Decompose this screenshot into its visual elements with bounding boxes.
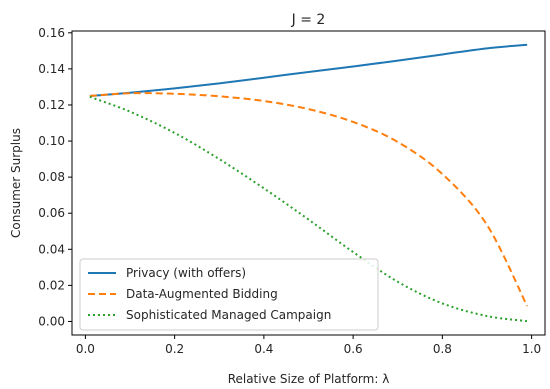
- chart-title: J = 2: [291, 12, 326, 28]
- legend-label: Sophisticated Managed Campaign: [126, 308, 331, 322]
- y-tick-label: 0.14: [38, 62, 65, 76]
- y-axis-label: Consumer Surplus: [9, 128, 23, 238]
- plot-area-frame: [71, 30, 546, 336]
- x-tick-label: 0.6: [344, 342, 363, 356]
- series-line: [89, 43, 528, 97]
- x-tick-label: 1.0: [522, 342, 541, 356]
- series-line: [89, 95, 528, 323]
- x-axis-ticks: 0.0 0.2 0.4 0.6 0.8 1.0: [76, 335, 541, 356]
- y-tick-label: 0.12: [38, 98, 65, 112]
- x-axis-label: Relative Size of Platform: λ: [228, 372, 390, 386]
- legend-label: Privacy (with offers): [126, 266, 246, 280]
- y-tick-label: 0.00: [38, 314, 65, 328]
- legend: Privacy (with offers) Data-Augmented Bidd…: [79, 258, 379, 331]
- series-layer: [89, 43, 529, 323]
- y-tick-label: 0.10: [38, 134, 65, 148]
- legend-label: Data-Augmented Bidding: [126, 287, 278, 301]
- x-tick-label: 0.4: [254, 342, 273, 356]
- x-tick-label: 0.0: [76, 342, 95, 356]
- y-axis-ticks: 0.00 0.02 0.04 0.06 0.08 0.10 0.12 0.14 0.16: [38, 26, 72, 328]
- y-tick-label: 0.16: [38, 26, 65, 40]
- series-line: [89, 92, 529, 307]
- y-tick-label: 0.04: [38, 242, 65, 256]
- legend-box: [79, 258, 379, 331]
- x-tick-label: 0.2: [165, 342, 184, 356]
- y-tick-label: 0.08: [38, 170, 65, 184]
- y-tick-label: 0.06: [38, 206, 65, 220]
- y-tick-label: 0.02: [38, 278, 65, 292]
- x-tick-label: 0.8: [433, 342, 452, 356]
